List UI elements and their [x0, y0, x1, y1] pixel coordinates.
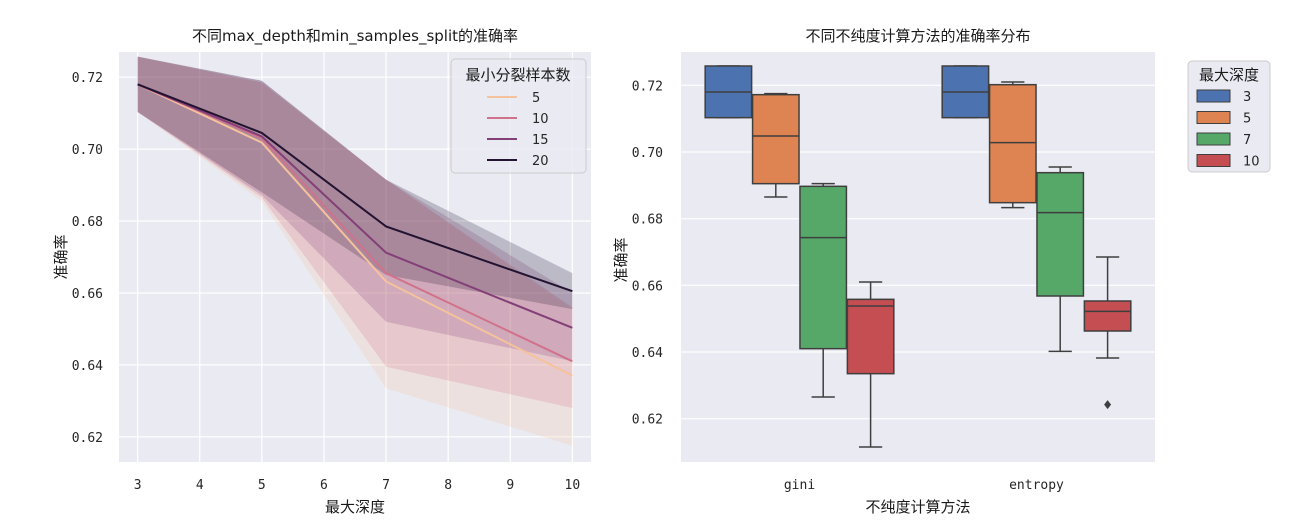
left-x-tick-label: 4 [196, 478, 204, 493]
left-x-tick-label: 3 [134, 478, 142, 493]
box-gini-10 [846, 298, 895, 375]
left-y-tick-label: 0.66 [72, 287, 103, 302]
box-gini-5 [751, 93, 800, 185]
left-x-tick-label: 5 [258, 478, 266, 493]
right-x-axis-label: 不纯度计算方法 [865, 498, 970, 516]
left-y-tick-label: 0.64 [72, 359, 103, 374]
left-x-tick-label: 9 [506, 478, 514, 493]
right-y-tick-label: 0.72 [632, 79, 663, 94]
left-x-tick-labels: 3 4 5 6 7 8 9 10 [134, 478, 580, 493]
right-y-tick-labels: 0.62 0.64 0.66 0.68 0.70 0.72 [632, 79, 663, 427]
legend-swatch-3 [1196, 89, 1231, 103]
left-y-tick-label: 0.68 [72, 215, 103, 230]
box-chart-panel: gini entropy 0.62 0.64 0.66 0.68 0.70 0.72 不同不… [612, 27, 1271, 516]
left-x-tick-label: 7 [382, 478, 390, 493]
legend-swatch-5 [1196, 111, 1231, 124]
left-y-tick-label: 0.72 [72, 71, 103, 86]
line-chart-panel: 3 4 5 6 7 8 9 10 0.62 0.64 0.66 0.68 0.70 0.72 不同max… [52, 27, 591, 516]
legend-swatch-7 [1196, 132, 1231, 146]
legend-label-10: 10 [1243, 155, 1260, 170]
left-x-tick-label: 10 [565, 478, 581, 493]
left-y-tick-labels: 0.62 0.64 0.66 0.68 0.70 0.72 [72, 71, 103, 446]
right-chart-title: 不同不纯度计算方法的准确率分布 [805, 27, 1030, 45]
left-series-lines [137, 83, 573, 377]
right-y-axis-label: 准确率 [612, 237, 630, 282]
right-y-tick-label: 0.64 [632, 346, 663, 361]
box-entropy-10 [1083, 300, 1132, 332]
right-y-tick-label: 0.70 [632, 146, 663, 161]
left-y-axis-label: 准确率 [52, 234, 70, 279]
right-x-tick-labels: gini entropy [784, 478, 1064, 493]
legend-label-20: 20 [532, 154, 549, 169]
left-x-tick-label: 8 [444, 478, 452, 493]
legend-label-5: 5 [532, 91, 540, 106]
left-x-tick-label: 6 [320, 478, 328, 493]
legend-label-10: 10 [532, 112, 549, 127]
box-entropy-5 [988, 83, 1037, 204]
right-legend-title: 最大深度 [1199, 66, 1259, 84]
right-legend: 最大深度 3 5 7 10 [1187, 60, 1271, 173]
left-legend-items: 5 10 15 20 [487, 91, 549, 169]
left-chart-title: 不同max_depth和min_samples_split的准确率 [192, 27, 518, 46]
legend-label-5: 5 [1243, 112, 1251, 127]
left-y-tick-label: 0.70 [72, 143, 103, 158]
box-entropy-7 [1036, 171, 1085, 297]
right-boxes [704, 65, 1132, 448]
outlier-point [1104, 400, 1112, 410]
series-line-20 [137, 83, 573, 293]
right-y-tick-label: 0.68 [632, 213, 663, 228]
legend-label-15: 15 [532, 133, 549, 148]
left-x-axis-label: 最大深度 [325, 498, 385, 516]
ci-band-5 [137, 56, 573, 446]
right-legend-items: 3 5 7 10 [1196, 89, 1260, 170]
legend-swatch-10 [1196, 154, 1231, 167]
series-line-15 [137, 83, 573, 329]
legend-label-3: 3 [1243, 90, 1251, 105]
box-gini-7 [799, 185, 848, 350]
left-y-tick-label: 0.62 [72, 431, 103, 446]
left-legend-box [450, 58, 587, 174]
right-x-tick-label: entropy [1009, 478, 1064, 493]
right-y-tick-label: 0.62 [632, 413, 663, 428]
ci-band-20 [137, 56, 573, 310]
series-line-5 [137, 83, 573, 377]
ci-band-15 [137, 56, 573, 362]
left-legend-title: 最小分裂样本数 [465, 66, 570, 84]
right-y-tick-label: 0.66 [632, 279, 663, 294]
right-x-tick-label: gini [784, 478, 815, 493]
legend-label-7: 7 [1243, 133, 1251, 148]
left-legend: 最小分裂样本数 5 10 15 20 [450, 58, 587, 174]
